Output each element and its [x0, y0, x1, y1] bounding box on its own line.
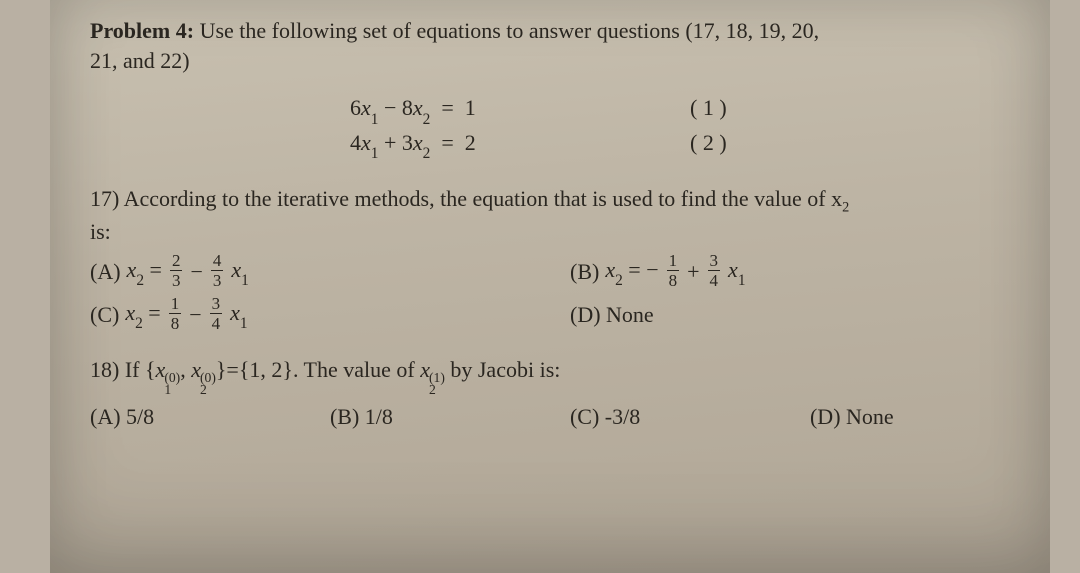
- option-label: (D) None: [570, 300, 654, 330]
- fraction: 18: [169, 295, 182, 332]
- problem-header: Problem 4: Use the following set of equa…: [90, 16, 1010, 75]
- question-17-prompt: 17) According to the iterative methods, …: [90, 184, 1010, 247]
- equation-1-number: ( 1 ): [690, 93, 750, 123]
- minus: −: [189, 300, 201, 330]
- equation-2-number: ( 2 ): [690, 128, 750, 158]
- fraction: 34: [708, 252, 721, 289]
- option-expr: x2 =: [125, 298, 160, 332]
- q17-text-a: 17) According to the iterative methods, …: [90, 186, 842, 211]
- q18-comma: ,: [180, 357, 191, 382]
- q18-option-d: (D) None: [810, 402, 1010, 432]
- q18-x2-supsub: (0)2: [200, 372, 216, 397]
- fraction: 18: [667, 252, 680, 289]
- q17-options: (A) x2 = 23 − 43 x1 (B) x2 = − 18 + 34 x…: [90, 253, 1010, 333]
- q18-xv-supsub: (1)2: [429, 372, 445, 397]
- option-label: (C) -3/8: [570, 402, 640, 432]
- q17-option-d: (D) None: [570, 296, 1010, 333]
- header-text-a: Use the following set of equations to an…: [194, 18, 819, 43]
- equation-row-2: 4x1 + 3x2 = 2 ( 2 ): [90, 128, 1010, 162]
- x1: x1: [728, 255, 745, 289]
- fraction: 34: [210, 295, 223, 332]
- option-label: (A): [90, 257, 121, 287]
- x1: x1: [231, 255, 248, 289]
- minus: −: [190, 257, 202, 287]
- q18-pre: 18) If {: [90, 357, 156, 382]
- q18-option-a: (A) 5/8: [90, 402, 330, 432]
- q17-option-a: (A) x2 = 23 − 43 x1: [90, 253, 530, 290]
- fraction: 43: [211, 252, 224, 289]
- q18-option-c: (C) -3/8: [570, 402, 810, 432]
- option-label: (B) 1/8: [330, 402, 393, 432]
- option-label: (C): [90, 300, 119, 330]
- equation-2: 4x1 + 3x2 = 2: [350, 128, 550, 162]
- q18-x1-supsub: (0)1: [164, 372, 180, 397]
- q17-option-b: (B) x2 = − 18 + 34 x1: [570, 253, 1010, 290]
- q18-set: }={1, 2}. The value of: [216, 357, 420, 382]
- equation-row-1: 6x1 − 8x2 = 1 ( 1 ): [90, 93, 1010, 127]
- option-expr: x2 =: [127, 255, 162, 289]
- problem-page: Problem 4: Use the following set of equa…: [50, 0, 1050, 573]
- question-18-prompt: 18) If {x(0)1, x(0)2}={1, 2}. The value …: [90, 355, 1010, 396]
- q17-option-c: (C) x2 = 18 − 34 x1: [90, 296, 530, 333]
- q18-tail: by Jacobi is:: [445, 357, 561, 382]
- equation-block: 6x1 − 8x2 = 1 ( 1 ) 4x1 + 3x2 = 2 ( 2 ): [90, 93, 1010, 161]
- option-label: (B): [570, 257, 599, 287]
- option-label: (A) 5/8: [90, 402, 154, 432]
- equation-1: 6x1 − 8x2 = 1: [350, 93, 550, 127]
- q17-sub: 2: [842, 199, 849, 215]
- option-label: (D) None: [810, 402, 894, 432]
- header-text-b: 21, and 22): [90, 48, 190, 73]
- q18-options: (A) 5/8 (B) 1/8 (C) -3/8 (D) None: [90, 402, 1010, 432]
- fraction: 23: [170, 252, 183, 289]
- q18-option-b: (B) 1/8: [330, 402, 570, 432]
- plus: +: [687, 257, 699, 287]
- x1: x1: [230, 298, 247, 332]
- q17-text-b: is:: [90, 219, 111, 244]
- option-expr: x2 = −: [605, 255, 658, 289]
- problem-label: Problem 4:: [90, 18, 194, 43]
